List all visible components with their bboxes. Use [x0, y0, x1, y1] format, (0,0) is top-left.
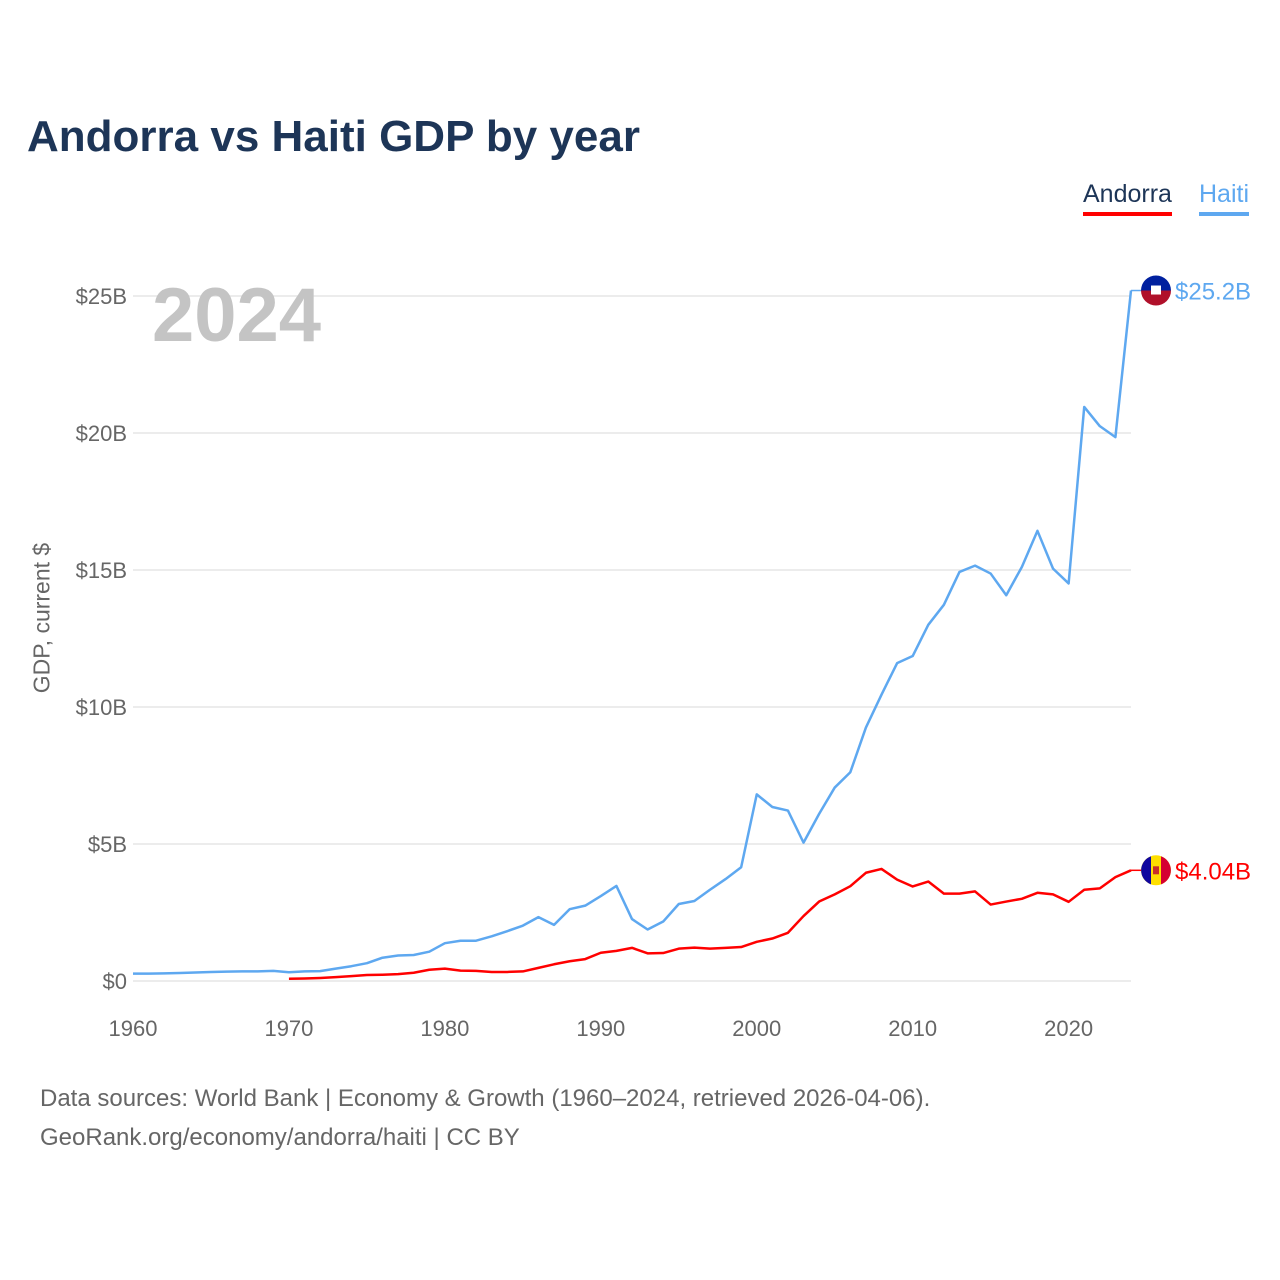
x-tick-label: 1980 — [420, 1016, 469, 1041]
y-tick-label: $20B — [76, 421, 127, 446]
haiti-flag-emblem — [1151, 285, 1161, 295]
x-tick-label: 2000 — [732, 1016, 781, 1041]
current-year-label: 2024 — [152, 273, 322, 358]
y-tick-label: $10B — [76, 695, 127, 720]
y-tick-label: $0 — [103, 969, 127, 994]
x-tick-label: 1960 — [109, 1016, 158, 1041]
x-tick-label: 2020 — [1044, 1016, 1093, 1041]
haiti-flag-icon — [1141, 275, 1171, 291]
series-line-andorra — [288, 867, 1132, 981]
footer-url[interactable]: GeoRank.org/economy/andorra/haiti | CC B… — [40, 1124, 520, 1151]
haiti-flag-icon — [1141, 290, 1171, 306]
y-tick-label: $5B — [88, 832, 127, 857]
legend-haiti[interactable]: Haiti — [1199, 180, 1250, 216]
series-line-haiti — [133, 290, 1133, 975]
x-tick-label: 1990 — [576, 1016, 625, 1041]
chart-title: Andorra vs Haiti GDP by year — [27, 112, 640, 161]
andorra-flag-emblem — [1153, 866, 1159, 875]
end-value-label: $4.04B — [1175, 858, 1251, 885]
footer-sources: Data sources: World Bank | Economy & Gro… — [40, 1085, 931, 1112]
x-tick-label: 1970 — [264, 1016, 313, 1041]
legend-andorra[interactable]: Andorra — [1083, 180, 1172, 216]
y-tick-label: $25B — [76, 284, 127, 309]
andorra-flag-blue — [1141, 856, 1151, 885]
end-value-label: $25.2B — [1175, 279, 1251, 306]
x-tick-label: 2010 — [888, 1016, 937, 1041]
andorra-flag-red — [1161, 856, 1171, 885]
y-tick-label: $15B — [76, 558, 127, 583]
